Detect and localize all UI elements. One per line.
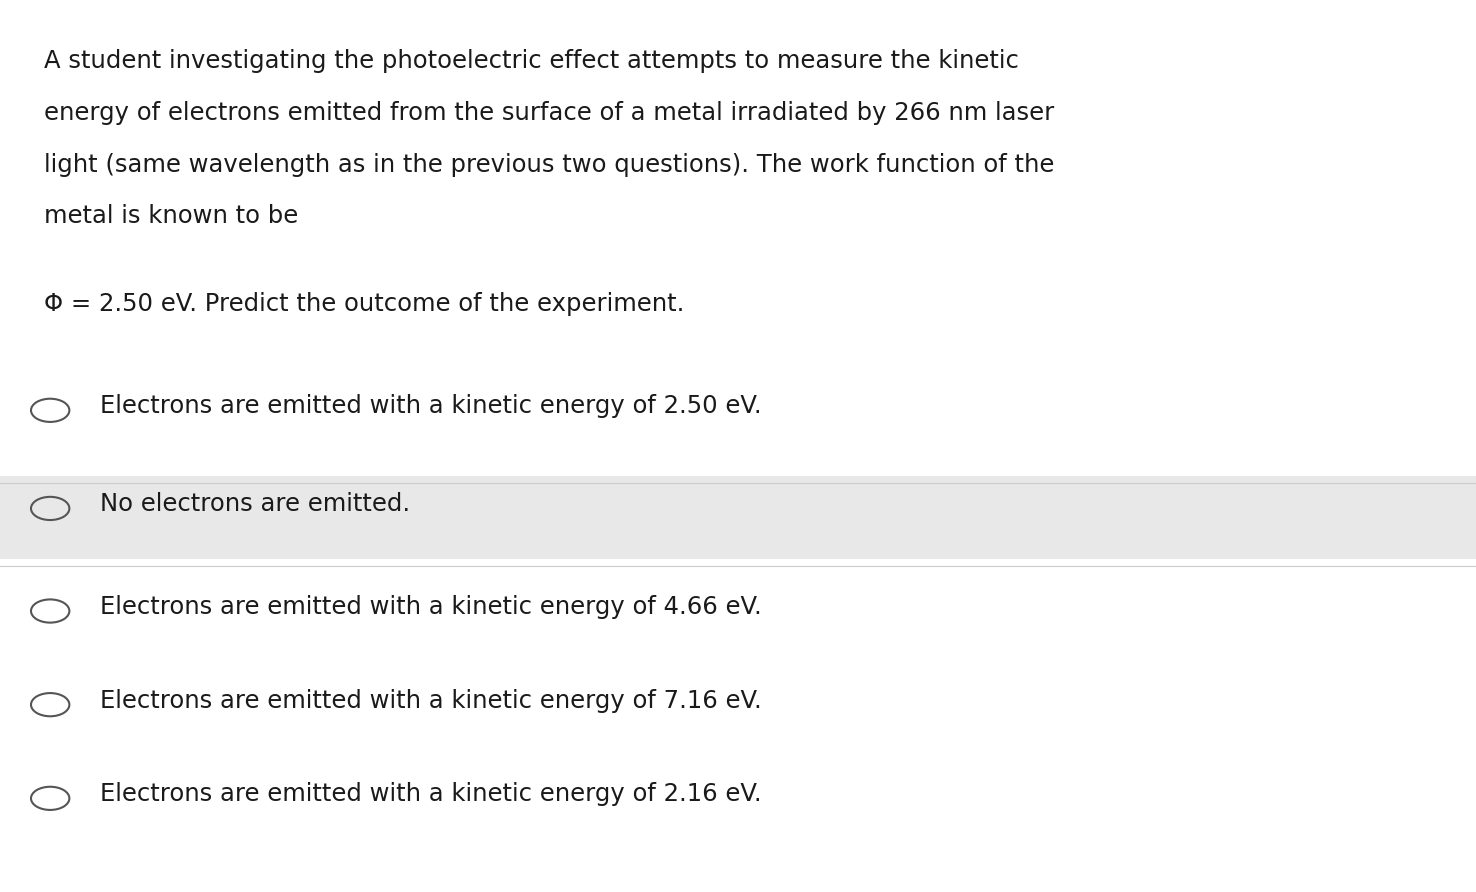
Text: A student investigating the photoelectric effect attempts to measure the kinetic: A student investigating the photoelectri… (44, 49, 1018, 73)
FancyBboxPatch shape (0, 476, 1476, 559)
Text: Φ = 2.50 eV. Predict the outcome of the experiment.: Φ = 2.50 eV. Predict the outcome of the … (44, 292, 685, 316)
Text: No electrons are emitted.: No electrons are emitted. (100, 492, 410, 516)
Text: energy of electrons emitted from the surface of a metal irradiated by 266 nm las: energy of electrons emitted from the sur… (44, 101, 1054, 125)
Text: metal is known to be: metal is known to be (44, 204, 298, 228)
Text: Electrons are emitted with a kinetic energy of 7.16 eV.: Electrons are emitted with a kinetic ene… (100, 689, 762, 713)
Text: Electrons are emitted with a kinetic energy of 4.66 eV.: Electrons are emitted with a kinetic ene… (100, 595, 762, 619)
Text: light (same wavelength as in the previous two questions). The work function of t: light (same wavelength as in the previou… (44, 153, 1055, 177)
Text: Electrons are emitted with a kinetic energy of 2.16 eV.: Electrons are emitted with a kinetic ene… (100, 782, 762, 806)
Text: Electrons are emitted with a kinetic energy of 2.50 eV.: Electrons are emitted with a kinetic ene… (100, 394, 762, 418)
